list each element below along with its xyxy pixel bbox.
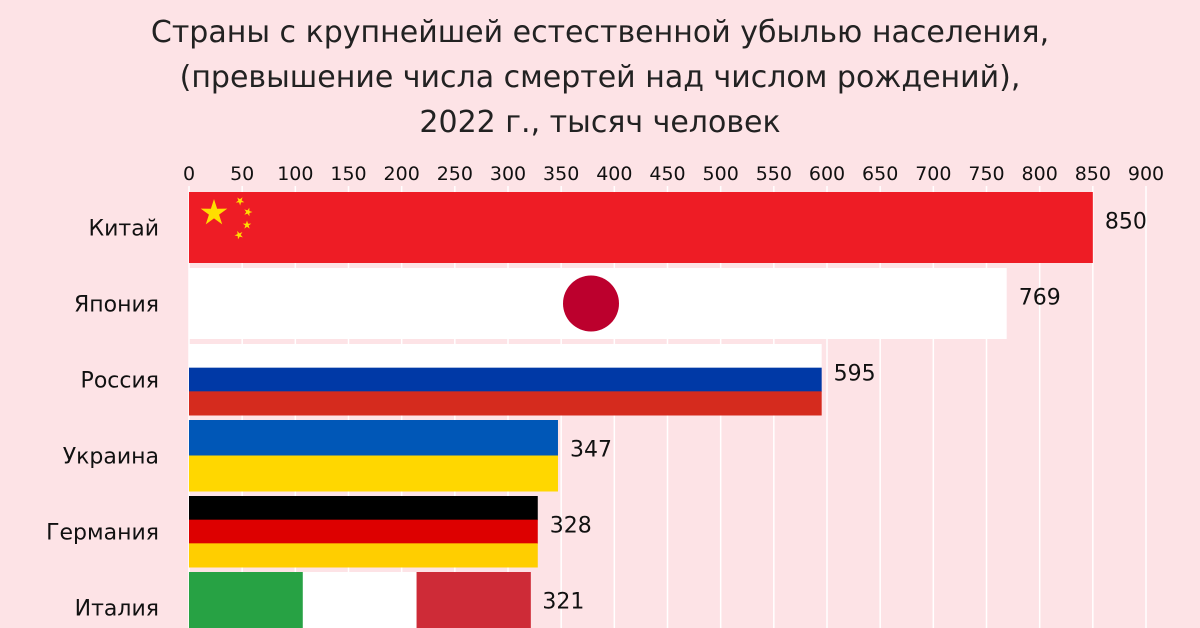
- value-label: 328: [550, 514, 592, 539]
- bar-stripe: [189, 420, 558, 456]
- category-label: Италия: [75, 597, 159, 622]
- x-tick-label: 700: [915, 163, 951, 185]
- x-tick-label: 900: [1128, 163, 1164, 185]
- bar-stripe: [416, 572, 531, 628]
- flag-star: [234, 230, 243, 240]
- chart-title-line-1: Страны с крупнейшей естественной убылью …: [150, 15, 1050, 50]
- bar-stripe: [189, 519, 538, 544]
- bar-russia: [189, 344, 822, 416]
- x-tick-label: 500: [703, 163, 739, 185]
- flag-sun: [563, 275, 619, 332]
- chart-title-line-3: 2022 г., тысяч человек: [419, 105, 781, 140]
- flag-star: [242, 220, 252, 229]
- x-tick-label: 0: [183, 163, 195, 185]
- value-label: 347: [570, 438, 612, 463]
- bar-stripe: [189, 496, 538, 521]
- bar-stripe: [302, 572, 418, 628]
- value-label: 321: [542, 590, 584, 615]
- bar-china: [189, 192, 1093, 263]
- category-label: Германия: [46, 521, 159, 546]
- x-tick-label: 850: [1075, 163, 1111, 185]
- x-tick-label: 100: [277, 163, 313, 185]
- bar-japan: [189, 268, 1007, 339]
- bar-fill: [189, 192, 1093, 263]
- bar-stripe: [189, 367, 822, 392]
- category-label: Россия: [81, 369, 159, 394]
- bar-germany: [189, 496, 538, 568]
- flag-star: [244, 207, 253, 217]
- bar-stripe: [189, 543, 538, 568]
- category-label: Украина: [63, 445, 159, 470]
- x-tick-label: 550: [756, 163, 792, 185]
- bar-italy: [189, 572, 531, 628]
- category-label: Япония: [74, 293, 159, 318]
- bar-stripe: [189, 391, 822, 416]
- x-tick-label: 600: [809, 163, 845, 185]
- value-label: 595: [834, 362, 876, 387]
- chart-title: Страны с крупнейшей естественной убылью …: [0, 10, 1200, 145]
- value-labels: 850 769 595 347 328 321: [542, 210, 1147, 615]
- x-tick-label: 150: [330, 163, 366, 185]
- chart-title-line-2: (превышение числа смертей над числом рож…: [179, 60, 1021, 95]
- x-tick-label: 400: [596, 163, 632, 185]
- x-tick-label: 50: [230, 163, 254, 185]
- x-tick-label: 300: [490, 163, 526, 185]
- x-tick-label: 750: [968, 163, 1004, 185]
- bar-stripe: [189, 455, 558, 492]
- x-tick-label: 450: [649, 163, 685, 185]
- x-axis-ticks: 0 50 100 150 200 250 300 350 400 450 500 550 600 650 7…: [183, 163, 1164, 185]
- flag-star: [200, 199, 228, 225]
- flag-star: [235, 197, 245, 206]
- bar-ukraine: [189, 420, 558, 492]
- bar-stripe: [189, 344, 822, 369]
- x-tick-label: 650: [862, 163, 898, 185]
- x-tick-label: 800: [1022, 163, 1058, 185]
- category-labels: Китай Япония Россия Украина Германия Италия: [46, 217, 159, 622]
- bar-stripe: [189, 572, 304, 628]
- value-label: 850: [1105, 210, 1147, 235]
- category-label: Китай: [88, 217, 159, 242]
- x-tick-label: 250: [437, 163, 473, 185]
- value-label: 769: [1019, 286, 1061, 311]
- x-tick-label: 350: [543, 163, 579, 185]
- bars: [189, 192, 1093, 628]
- x-tick-label: 200: [384, 163, 420, 185]
